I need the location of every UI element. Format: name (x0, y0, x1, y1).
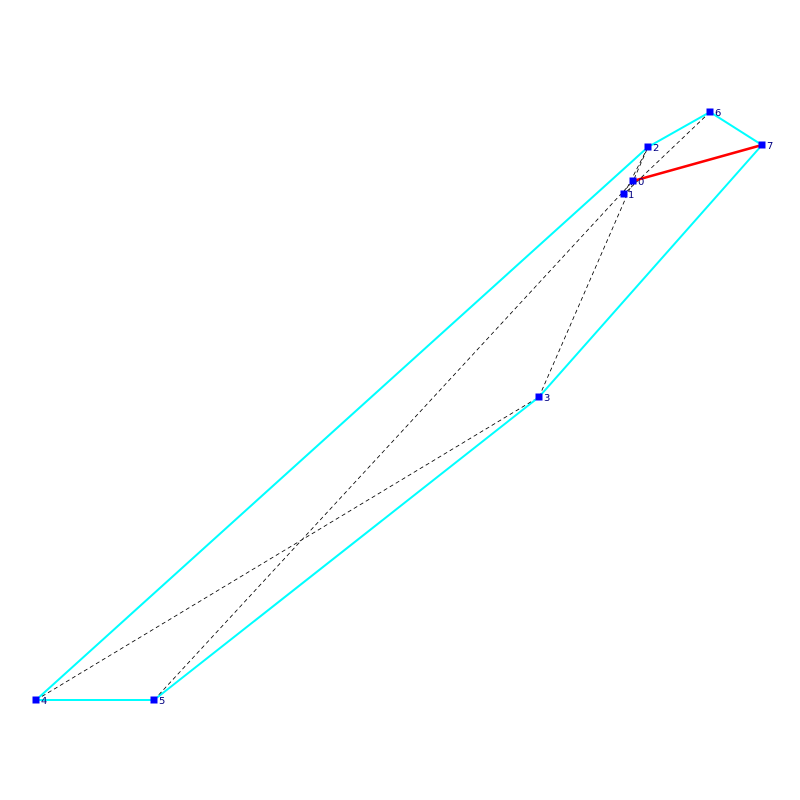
point-label: 7 (767, 141, 773, 152)
edge (623, 146, 649, 195)
point-label: 3 (544, 393, 550, 404)
edge (623, 111, 711, 195)
point (150, 696, 158, 704)
hull-edge (709, 111, 763, 146)
point-label: 4 (41, 696, 47, 707)
point-label: 1 (628, 190, 634, 201)
hull-edge (35, 146, 649, 701)
point-label: 6 (715, 108, 721, 119)
point (620, 190, 628, 198)
point-label: 2 (653, 143, 659, 154)
edge (35, 396, 540, 701)
highlight-edge (632, 143, 763, 183)
point-label: 0 (638, 177, 644, 188)
points: 0 1 2 3 4 5 6 7 (32, 108, 773, 707)
point (535, 393, 543, 401)
hull-edge (153, 396, 540, 701)
edge (153, 180, 634, 701)
point (629, 177, 637, 185)
point-label: 5 (159, 696, 165, 707)
point (32, 696, 40, 704)
edge (538, 146, 649, 398)
point (758, 141, 766, 149)
point (644, 143, 652, 151)
hull-edges (35, 111, 763, 701)
point (706, 108, 714, 116)
hull-edge (647, 111, 711, 148)
hull-edge (538, 144, 763, 398)
dashed-edges (35, 111, 763, 701)
